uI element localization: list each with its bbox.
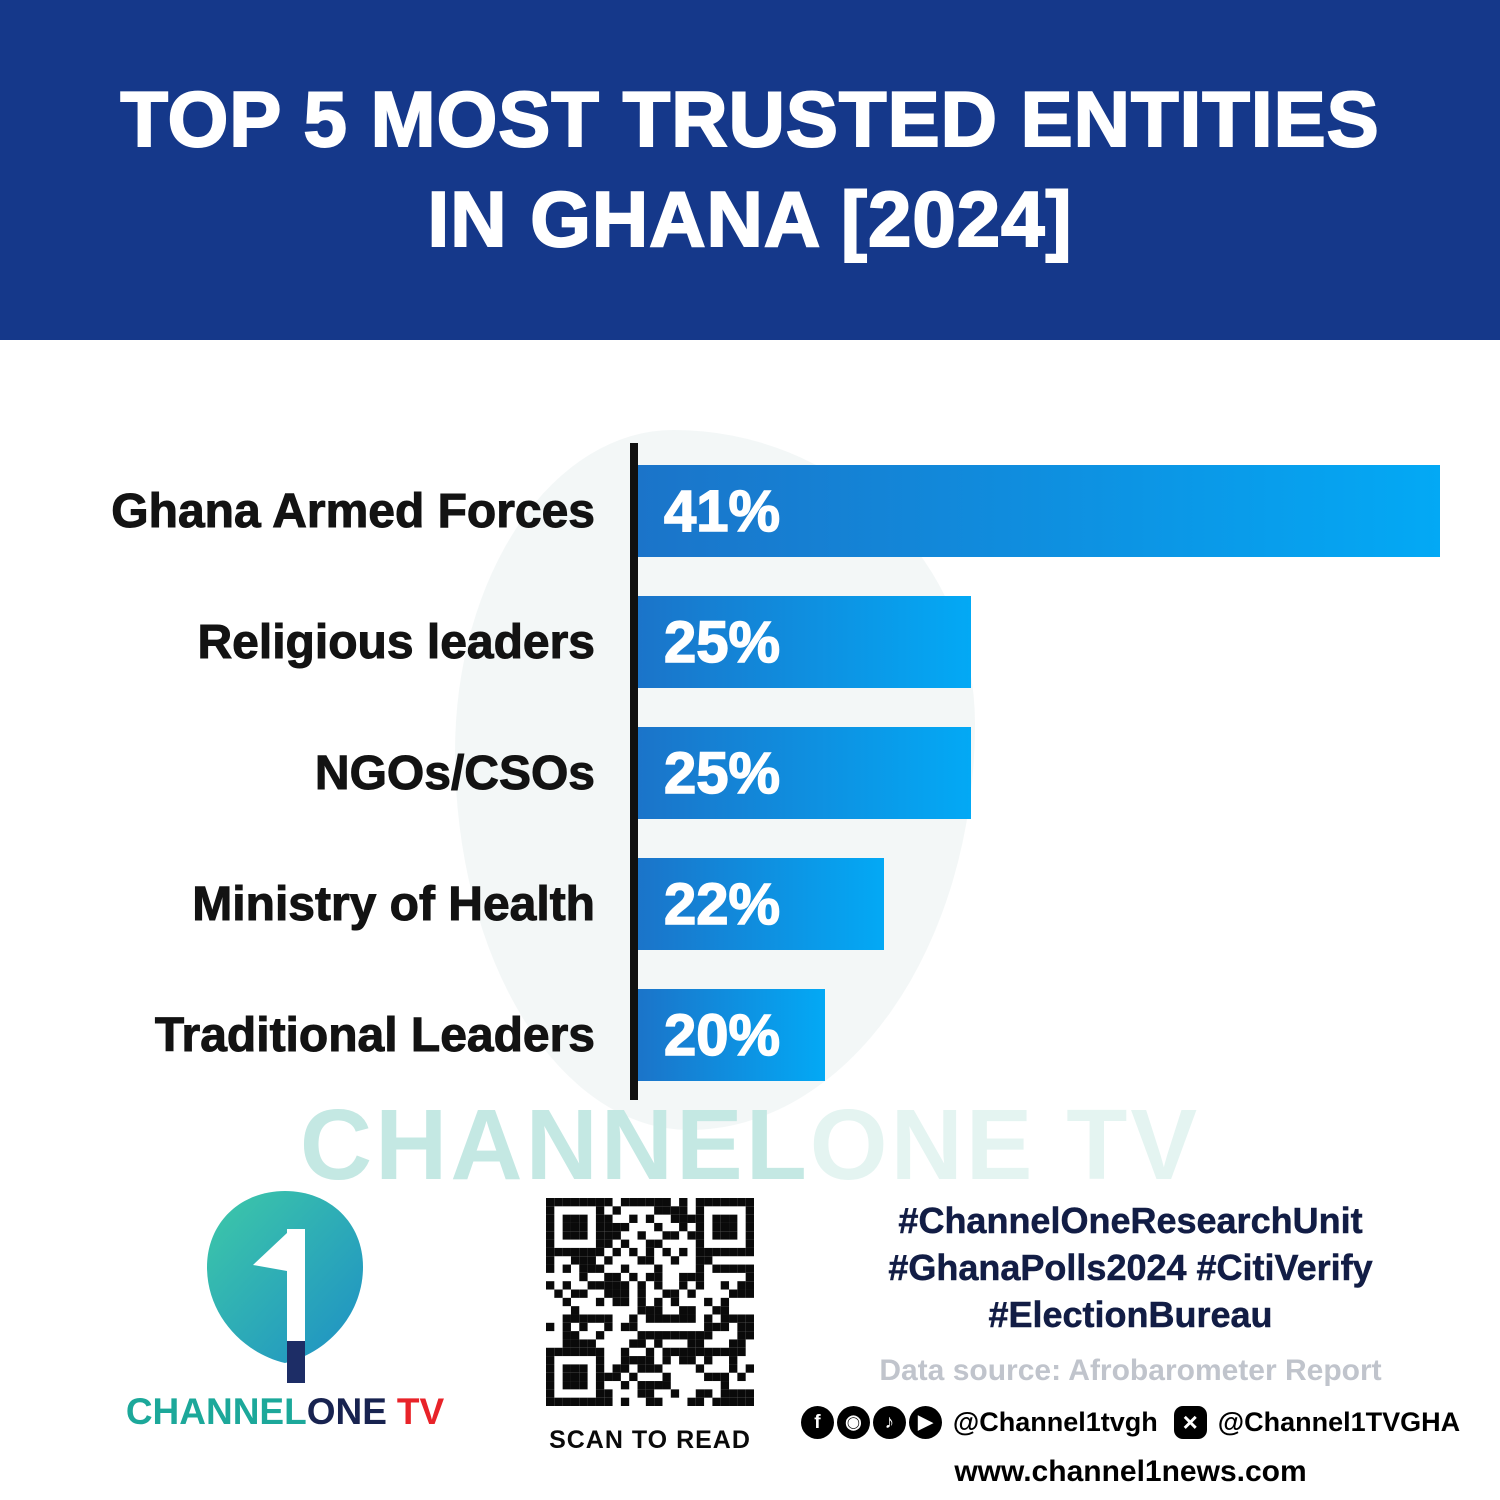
bar-row: Traditional Leaders 20% [0,989,1500,1081]
channel-one-wordmark: CHANNELONE TV [125,1391,445,1433]
bar-value-label: 20% [663,1002,781,1069]
page-title-line2: IN GHANA [2024] [427,174,1073,264]
category-label: Ministry of Health [192,877,596,931]
bar-row: Ghana Armed Forces 41% [0,465,1500,557]
watermark-part1: CHANNEL [299,1089,810,1201]
youtube-icon: ▶ [908,1406,942,1440]
bar-value-label: 25% [663,609,781,676]
chart-axis-line [630,443,638,1100]
qr-code [546,1198,754,1406]
footer-info: #ChannelOneResearchUnit #GhanaPolls2024 … [800,1198,1460,1489]
tiktok-icon: ♪ [872,1406,906,1440]
bar: 25% [638,596,971,688]
social-handle-2: @Channel1TVGHA [1217,1407,1461,1438]
qr-caption: SCAN TO READ [549,1426,751,1454]
wordmark-one: ONE [306,1391,387,1432]
data-source-note: Data source: Afrobarometer Report [879,1354,1382,1388]
bar: 41% [638,465,1440,557]
watermark-part2: ONE TV [809,1089,1201,1201]
wordmark-channel: CHANNEL [125,1391,307,1432]
channel-one-logo-mark [207,1191,363,1383]
category-label: Religious leaders [197,615,595,669]
wordmark-tv: TV [396,1391,445,1432]
bar-value-label: 22% [663,871,781,938]
hashtag-line-1: #ChannelOneResearchUnit [898,1200,1363,1241]
bar-row: Religious leaders 25% [0,596,1500,688]
bar-value-label: 25% [663,740,781,807]
social-handle-1: @Channel1tvgh [952,1407,1158,1438]
channel-one-logo: CHANNELONE TV [125,1185,445,1433]
header-banner: TOP 5 MOST TRUSTED ENTITIES IN GHANA [20… [0,0,1500,340]
bar: 25% [638,727,971,819]
category-label: NGOs/CSOs [314,746,595,800]
bar: 20% [638,989,825,1081]
hashtags: #ChannelOneResearchUnit #GhanaPolls2024 … [858,1198,1403,1338]
hashtag-line-3: #ElectionBureau [988,1293,1273,1335]
page-title-line1: TOP 5 MOST TRUSTED ENTITIES [119,74,1380,164]
bar-chart: Ghana Armed Forces 41% Religious leaders 25… [0,443,1500,1100]
instagram-icon: ◉ [836,1406,870,1440]
category-label: Ghana Armed Forces [111,484,596,538]
qr-code-block: SCAN TO READ [546,1198,754,1455]
x-twitter-icon: × [1173,1406,1207,1440]
bar-value-label: 41% [663,478,781,545]
facebook-icon: f [800,1406,834,1440]
bar-row: Ministry of Health 22% [0,858,1500,950]
social-row: f ◉ ♪ ▶ @Channel1tvgh × @Channel1TVGHA [800,1406,1460,1440]
bar-row: NGOs/CSOs 25% [0,727,1500,819]
bar: 22% [638,858,884,950]
category-label: Traditional Leaders [154,1008,595,1062]
website-url: www.channel1news.com [954,1455,1307,1489]
watermark-text: CHANNELONE TV [0,1088,1500,1203]
hashtag-line-2: #GhanaPolls2024 #CitiVerify [888,1246,1373,1288]
